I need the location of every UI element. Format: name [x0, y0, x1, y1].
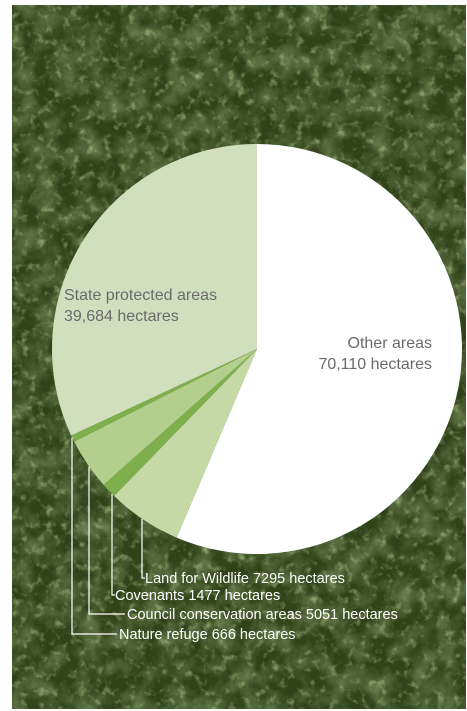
pie-chart: State protected areas 39,684 hectares Ot…	[12, 5, 466, 709]
slice-label-state-protected-value: 39,684 hectares	[64, 308, 179, 325]
callout-covenants: Covenants 1477 hectares	[115, 588, 280, 604]
slice-label-other-areas-value: 70,110 hectares	[318, 356, 432, 373]
aerial-forest-background: State protected areas 39,684 hectares Ot…	[12, 5, 466, 709]
callout-council-conservation: Council conservation areas 5051 hectares	[127, 607, 398, 623]
slice-label-other-areas-name: Other areas	[348, 335, 432, 352]
callout-nature-refuge: Nature refuge 666 hectares	[119, 627, 296, 643]
callout-land-for-wildlife: Land for Wildlife 7295 hectares	[145, 571, 345, 587]
slice-label-state-protected-name: State protected areas	[64, 287, 217, 304]
